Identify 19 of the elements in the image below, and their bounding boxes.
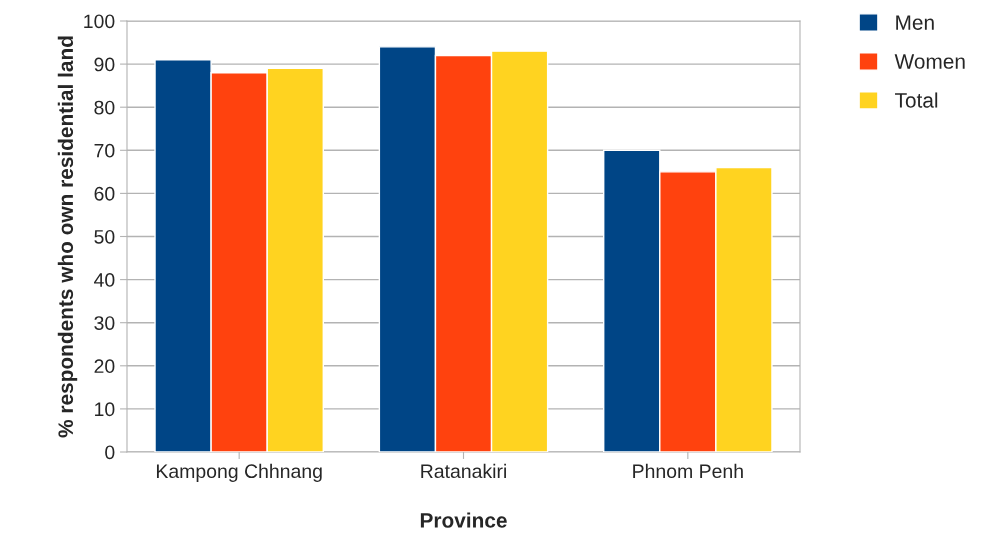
y-tick-label: 80 — [94, 100, 115, 115]
x-axis-title: Province — [420, 512, 507, 528]
x-tick-label: Ratanakiri — [421, 463, 506, 479]
y-tick-label: 50 — [94, 229, 115, 244]
x-tick-label: Phnom Penh — [633, 463, 743, 479]
legend-label: Total — [895, 92, 938, 108]
y-tick-label: 10 — [95, 402, 115, 417]
y-tick-label: 40 — [94, 273, 115, 287]
y-tick-label: 60 — [94, 186, 115, 201]
y-tick-label: 20 — [94, 359, 115, 374]
legend-label: Men — [896, 15, 934, 30]
y-tick-label: 0 — [105, 445, 115, 460]
y-tick-label: 30 — [94, 316, 115, 330]
y-tick-label: 100 — [84, 14, 115, 29]
y-tick-label: 70 — [94, 143, 115, 158]
legend-label: Women — [894, 54, 965, 69]
y-tick-label: 90 — [94, 57, 115, 72]
y-axis-title: % respondents who own residential land — [57, 36, 78, 438]
x-tick-label: Kampong Chhnang — [156, 463, 322, 482]
